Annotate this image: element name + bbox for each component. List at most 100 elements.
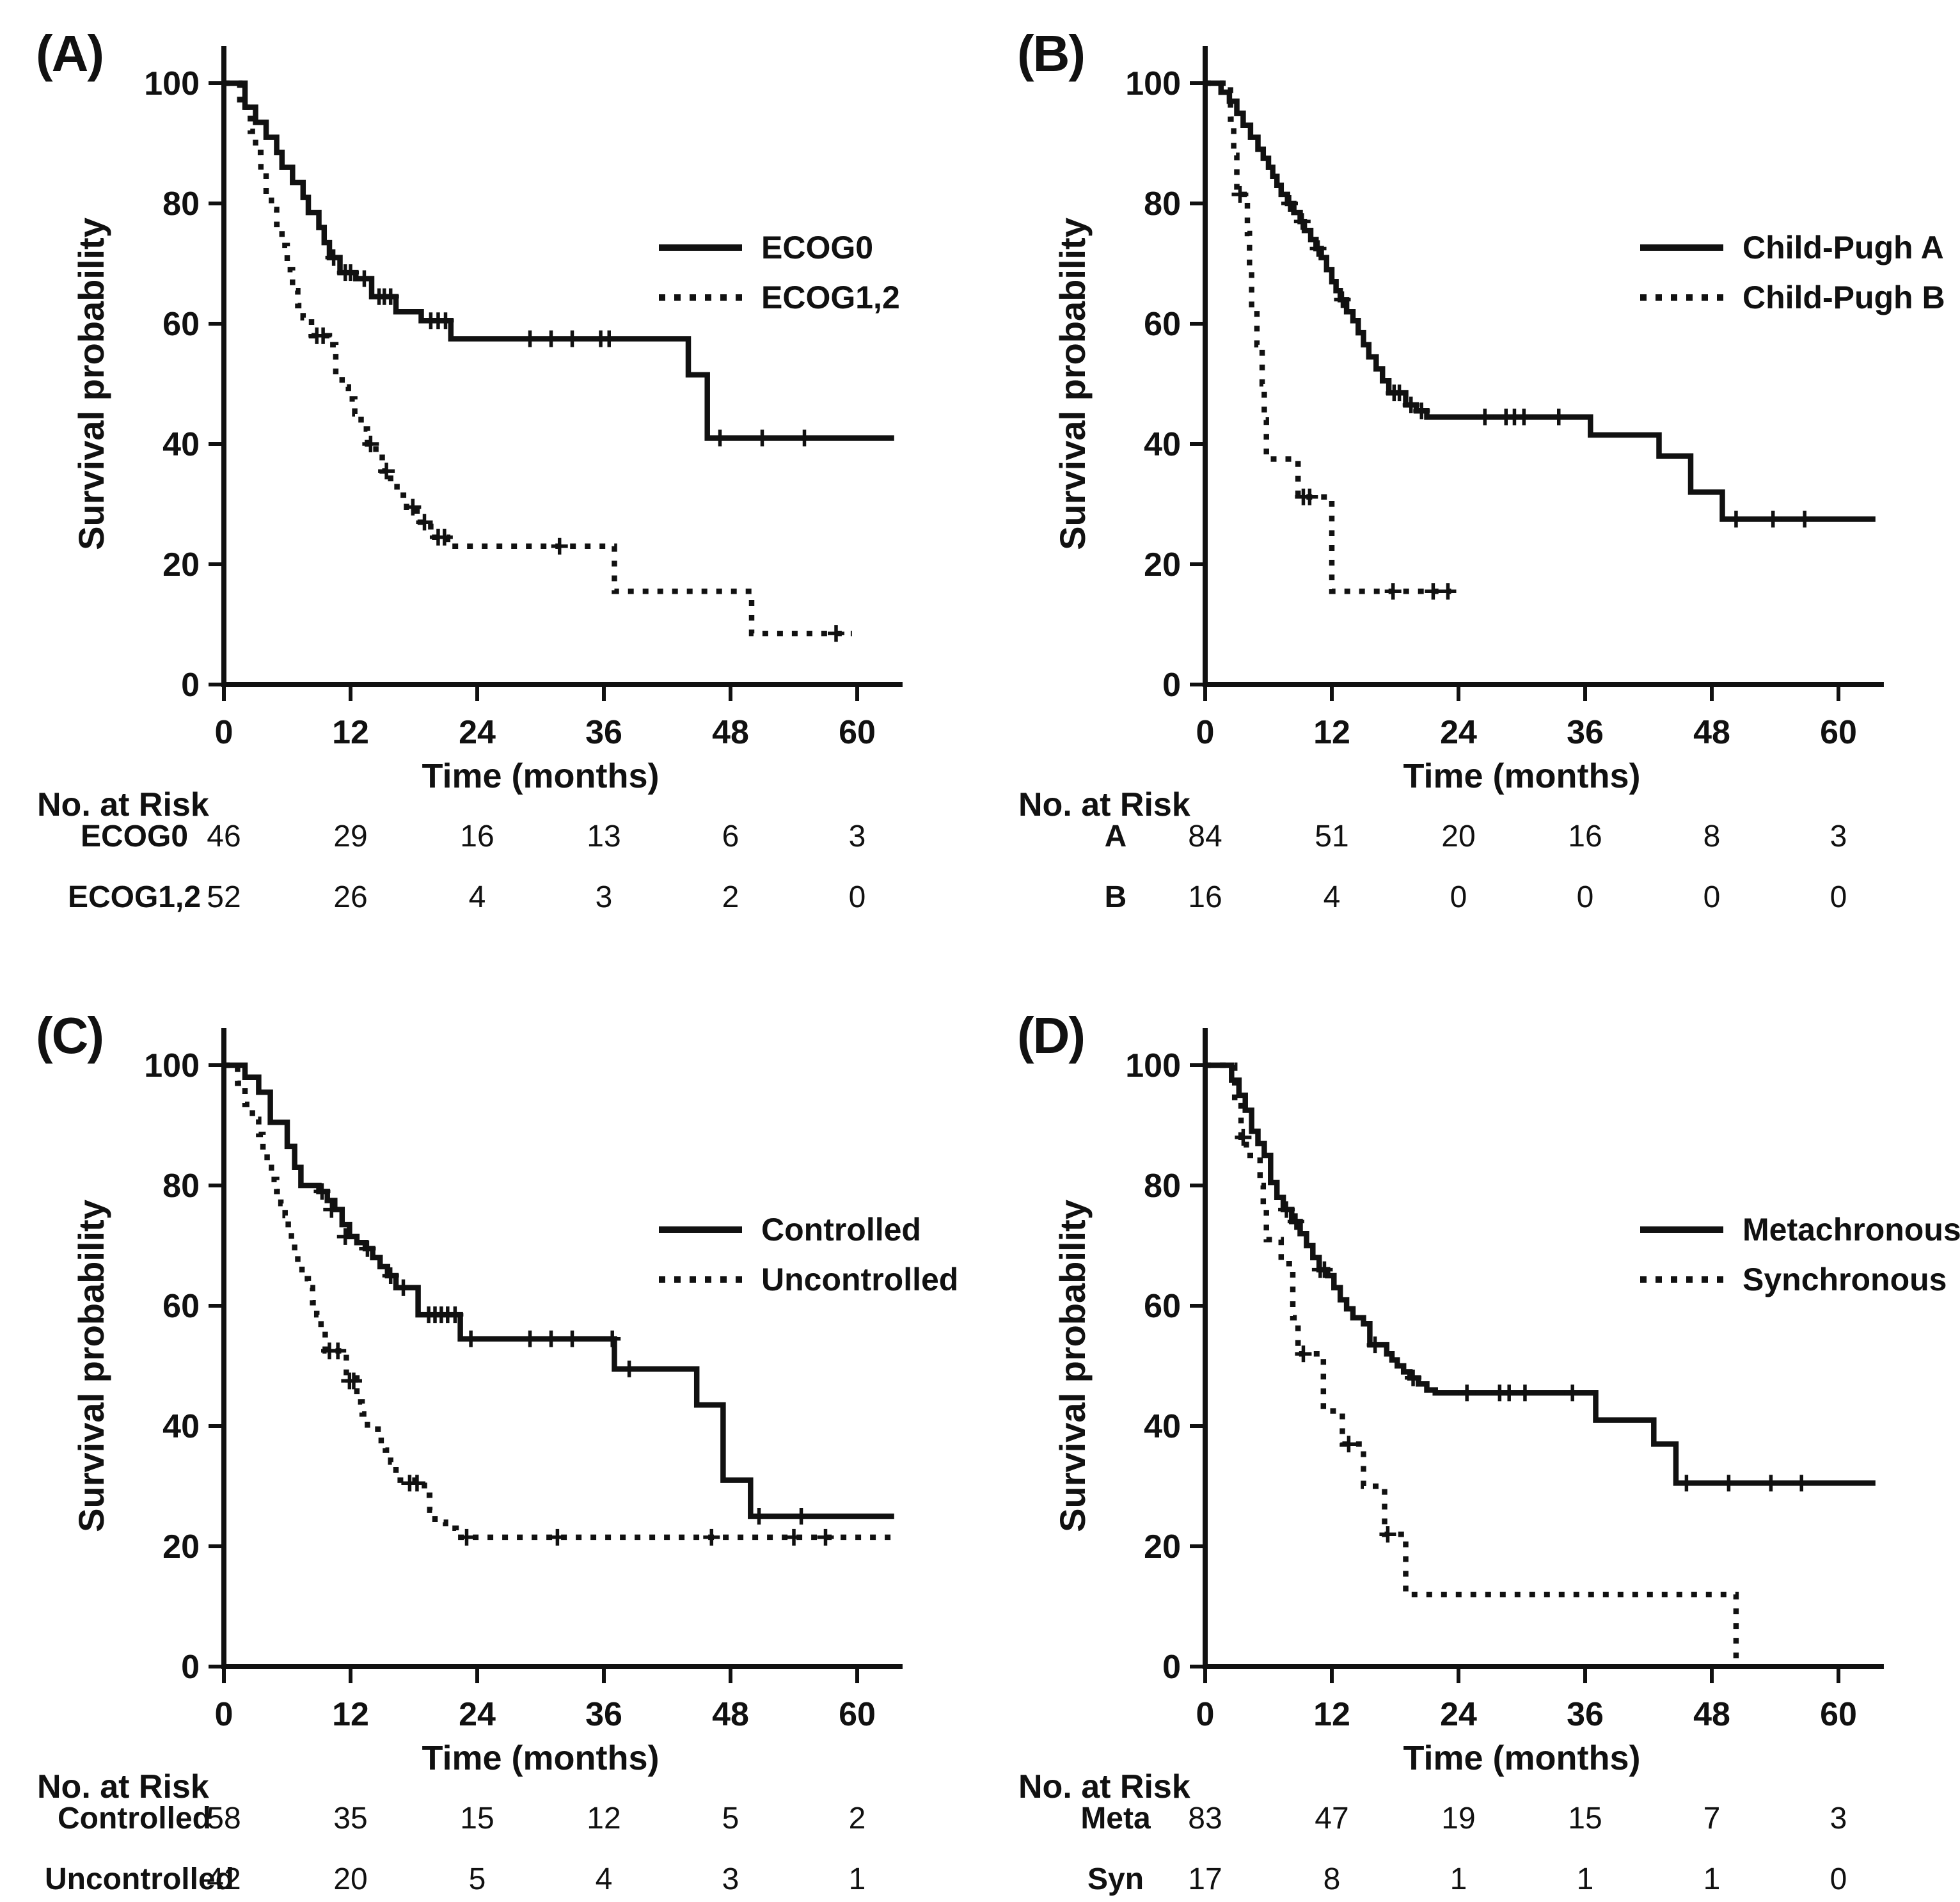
y-tick-label: 60 [1144, 306, 1181, 343]
risk-value: 1 [848, 1862, 866, 1896]
risk-value: 1 [1450, 1862, 1467, 1896]
risk-value: 8 [1703, 820, 1721, 853]
y-tick-label: 0 [1162, 667, 1181, 704]
risk-value: 19 [1441, 1802, 1476, 1835]
x-axis-title: Time (months) [422, 757, 660, 795]
y-tick-label: 40 [162, 1408, 200, 1445]
legend-row: Child-Pugh B [1640, 280, 1960, 315]
panel-label: (C) [36, 1007, 104, 1064]
risk-value: 26 [333, 880, 368, 914]
risk-value: 42 [207, 1862, 241, 1896]
y-tick-label: 20 [162, 546, 200, 583]
y-axis-title: Survival probability [1052, 1200, 1093, 1532]
risk-value: 0 [1830, 1862, 1847, 1896]
risk-table-title: No. at Risk [37, 786, 209, 823]
risk-value: 1 [1576, 1862, 1594, 1896]
legend-label: ECOG0 [761, 230, 874, 265]
y-tick-label: 20 [1144, 546, 1181, 583]
censor-marks [313, 1183, 810, 1525]
risk-value: 3 [1830, 820, 1847, 853]
x-tick-label: 36 [1567, 1696, 1604, 1733]
risk-value: 6 [722, 820, 739, 853]
x-tick-label: 36 [585, 714, 622, 751]
legend-label: Synchronous [1743, 1262, 1947, 1297]
x-tick-label: 24 [459, 714, 496, 751]
risk-value: 3 [848, 820, 866, 853]
legend-label: Child-Pugh B [1743, 280, 1945, 315]
risk-value: 5 [722, 1802, 739, 1835]
x-tick-label: 36 [1567, 714, 1604, 751]
risk-row-label: ECOG0 [80, 820, 189, 853]
dotted-line-key-icon [659, 294, 742, 301]
panel-b: (B) 0 20 40 60 80 100 0 12 24 36 48 60 Survival prob… [1000, 19, 1960, 918]
y-tick-label: 80 [1144, 186, 1181, 223]
y-tick-label: 100 [1125, 1047, 1181, 1084]
censor-marks [1235, 1129, 1396, 1543]
x-tick-label: 24 [1440, 714, 1477, 751]
risk-value: 5 [468, 1862, 486, 1896]
legend-row: ECOG1,2 [659, 280, 979, 315]
risk-table-row: Controlled 58 35 15 12 5 2 [19, 1801, 979, 1838]
risk-table-title: No. at Risk [1018, 786, 1190, 823]
risk-value: 0 [1576, 880, 1594, 914]
dotted-line-key-icon [659, 1276, 742, 1283]
risk-table-row: Meta 83 47 19 15 7 3 [1000, 1801, 1960, 1838]
x-tick-label: 48 [1693, 1696, 1730, 1733]
x-axis-title: Time (months) [1403, 1739, 1641, 1777]
risk-value: 47 [1315, 1802, 1349, 1835]
panel-d: (D) 0 20 40 60 80 100 0 12 24 36 48 60 Survival prob… [1000, 1001, 1960, 1900]
x-tick-label: 12 [332, 714, 369, 751]
y-tick-label: 0 [181, 667, 200, 704]
risk-value: 12 [587, 1802, 621, 1835]
km-curve-dotted [1205, 80, 1451, 594]
km-plot: 0 20 40 60 80 100 0 12 24 36 48 60 Survival probabil… [1052, 1028, 1884, 1733]
x-tick-label: 60 [839, 1696, 876, 1733]
y-tick-label: 80 [162, 1168, 200, 1205]
legend-row: ECOG0 [659, 230, 979, 265]
risk-value: 35 [333, 1802, 368, 1835]
y-tick-label: 20 [1144, 1528, 1181, 1565]
x-tick-label: 12 [1313, 1696, 1350, 1733]
risk-value: 51 [1315, 820, 1349, 853]
y-tick-label: 0 [1162, 1649, 1181, 1686]
risk-value: 29 [333, 820, 368, 853]
censor-marks [1231, 186, 1457, 600]
risk-row-label: Controlled [58, 1802, 211, 1835]
km-curve-dotted [1205, 1062, 1739, 1667]
y-tick-label: 20 [162, 1528, 200, 1565]
risk-table-row: ECOG0 46 29 16 13 6 3 [19, 819, 979, 856]
risk-value: 8 [1323, 1862, 1341, 1896]
legend-row: Controlled [659, 1212, 979, 1248]
risk-value: 2 [848, 1802, 866, 1835]
legend-label: Uncontrolled [761, 1262, 959, 1297]
risk-table-title: No. at Risk [1018, 1768, 1190, 1805]
x-tick-label: 24 [459, 1696, 496, 1733]
x-tick-label: 48 [712, 714, 749, 751]
panel-a: (A) 0 20 40 60 80 100 0 12 24 36 48 60 Survival prob… [19, 19, 979, 918]
km-curve-dotted [224, 80, 852, 637]
km-plot: 0 20 40 60 80 100 0 12 24 36 48 60 Survival probabil… [1052, 46, 1884, 751]
x-tick-label: 0 [1196, 1696, 1215, 1733]
panel-label: (B) [1017, 25, 1086, 82]
risk-value: 3 [595, 880, 613, 914]
legend-row: Synchronous [1640, 1262, 1960, 1297]
risk-table-title: No. at Risk [37, 1768, 209, 1805]
y-tick-label: 40 [1144, 426, 1181, 463]
km-curve-solid [1205, 1062, 1876, 1486]
risk-value: 15 [1568, 1802, 1602, 1835]
censor-marks [308, 327, 844, 642]
y-tick-label: 60 [162, 1288, 200, 1325]
x-tick-label: 24 [1440, 1696, 1477, 1733]
y-tick-label: 40 [1144, 1408, 1181, 1445]
dotted-line-key-icon [1640, 294, 1723, 301]
risk-value: 16 [1188, 880, 1222, 914]
y-axis-title: Survival probability [1052, 218, 1093, 550]
risk-row-label: Meta [1080, 1802, 1151, 1835]
x-tick-label: 48 [712, 1696, 749, 1733]
legend-row: Uncontrolled [659, 1262, 979, 1297]
risk-row-label: B [1104, 880, 1127, 914]
censor-marks [1278, 1201, 1810, 1492]
risk-value: 4 [1323, 880, 1341, 914]
x-tick-label: 60 [1820, 1696, 1857, 1733]
km-plot: 0 20 40 60 80 100 0 12 24 36 48 60 Survival probabil… [71, 46, 903, 751]
